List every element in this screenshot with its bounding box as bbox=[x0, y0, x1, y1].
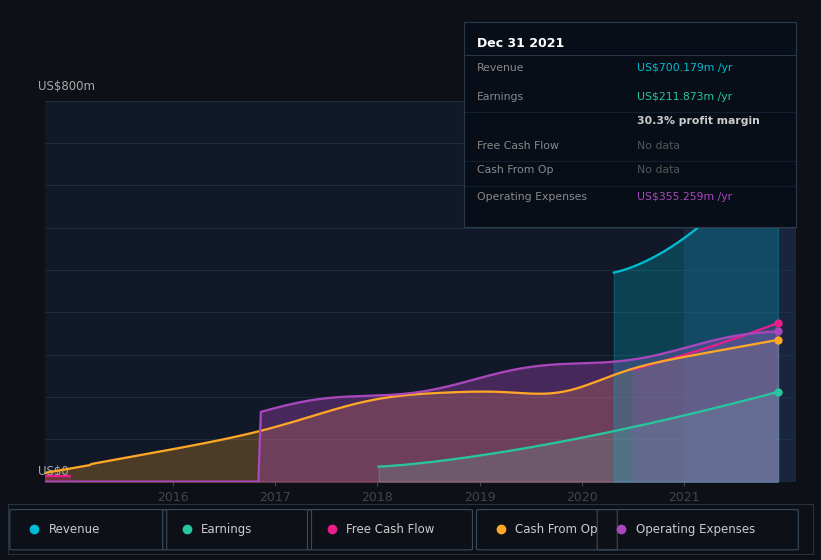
Text: Cash From Op: Cash From Op bbox=[477, 166, 553, 175]
Text: US$355.259m /yr: US$355.259m /yr bbox=[637, 192, 732, 202]
Text: Revenue: Revenue bbox=[48, 522, 100, 536]
Text: Dec 31 2021: Dec 31 2021 bbox=[477, 37, 564, 50]
Text: Free Cash Flow: Free Cash Flow bbox=[477, 141, 559, 151]
Text: Earnings: Earnings bbox=[477, 92, 525, 102]
Text: Cash From Op: Cash From Op bbox=[515, 522, 598, 536]
Text: Earnings: Earnings bbox=[201, 522, 253, 536]
Text: US$0: US$0 bbox=[38, 465, 68, 478]
Text: Operating Expenses: Operating Expenses bbox=[635, 522, 755, 536]
Text: Free Cash Flow: Free Cash Flow bbox=[346, 522, 434, 536]
Text: US$700.179m /yr: US$700.179m /yr bbox=[637, 63, 732, 73]
Text: Revenue: Revenue bbox=[477, 63, 525, 73]
Text: US$211.873m /yr: US$211.873m /yr bbox=[637, 92, 732, 102]
Bar bbox=[684, 101, 796, 482]
Text: 30.3% profit margin: 30.3% profit margin bbox=[637, 116, 759, 127]
Text: No data: No data bbox=[637, 141, 680, 151]
Text: Operating Expenses: Operating Expenses bbox=[477, 192, 587, 202]
Text: US$800m: US$800m bbox=[38, 80, 94, 93]
Text: No data: No data bbox=[637, 166, 680, 175]
